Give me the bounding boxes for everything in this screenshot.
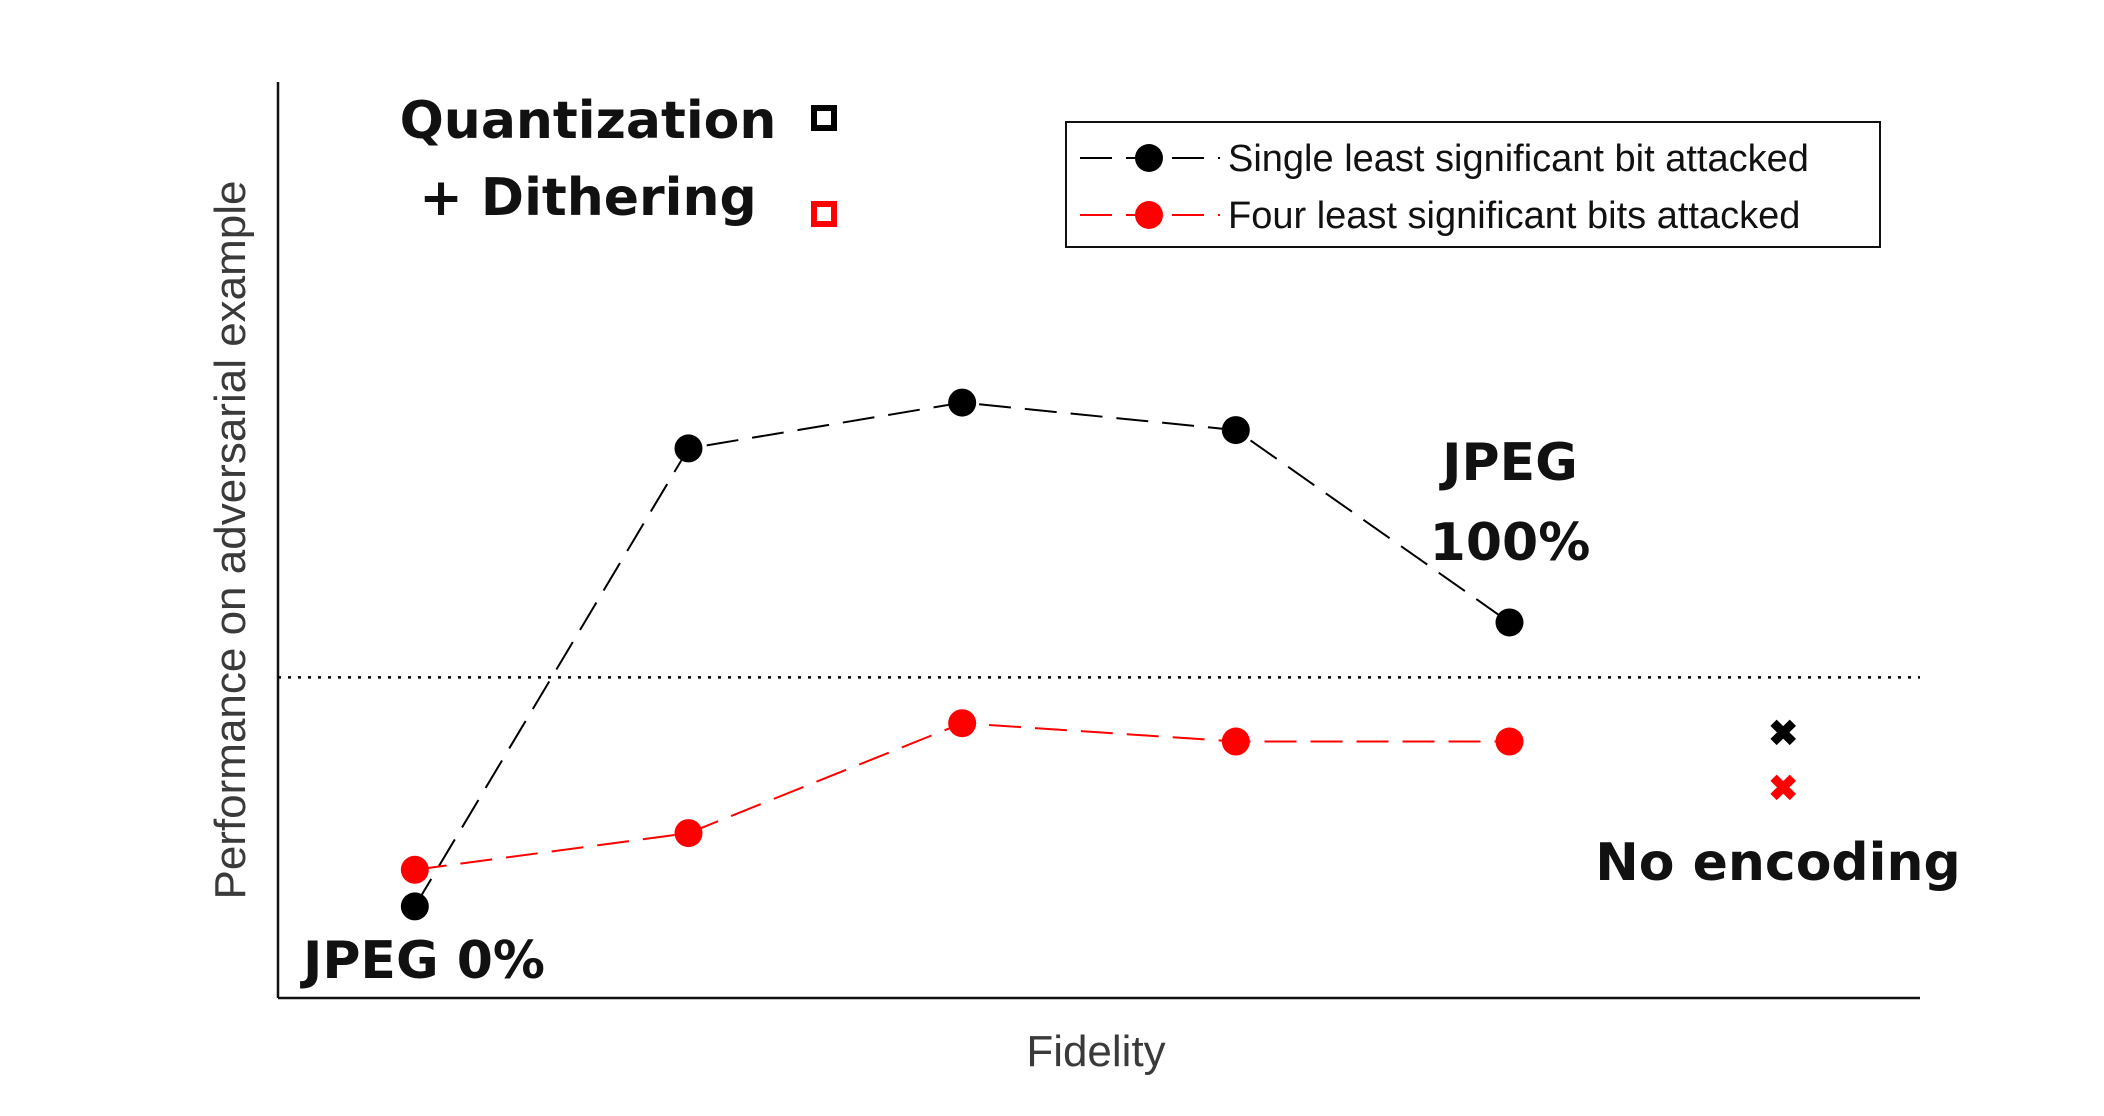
series-1 [400,709,1524,884]
series-1-point-0 [400,855,429,884]
series-0-point-1 [674,434,703,463]
x-axis-label: Fidelity [1026,1027,1165,1076]
series-1-point-4 [1495,727,1524,756]
dithering-marker [811,201,837,227]
series-1-line [414,722,1510,871]
series-1-point-3 [1221,727,1250,756]
legend-box [1065,121,1881,248]
legend-marker-0 [1135,144,1163,172]
annotation-jpeg-0: JPEG 0% [300,931,545,991]
series-1-point-1 [674,819,703,848]
no-encoding-marker-0: ✖ [1768,712,1798,753]
no-encoding-markers: ✖✖ [1768,712,1798,808]
legend-label-1: Four least significant bits attacked [1228,195,1800,237]
axes [276,82,1920,1000]
annotation-quantization: Quantization [400,91,777,151]
series-0-point-3 [1221,416,1250,445]
series-0-line [413,401,1511,907]
series-0-point-0 [400,892,429,921]
series-0-point-4 [1495,608,1524,637]
y-axis-label: Performance on adversarial example [206,180,255,899]
series-0-point-2 [948,388,977,417]
annotation-jpeg-100-line2: 100% [1430,513,1591,573]
series-1-point-2 [948,709,977,738]
annotation-no-encoding: No encoding [1595,833,1960,893]
series-layer [400,388,1524,921]
quantization-marker [811,105,837,131]
legend-label-0: Single least significant bit attacked [1228,138,1809,180]
annotation-dithering: + Dithering [419,168,757,228]
legend: Single least significant bit attacked Fo… [1065,121,1881,248]
series-0 [400,388,1524,921]
no-encoding-marker-1: ✖ [1768,767,1798,808]
legend-marker-1 [1135,201,1163,229]
annotation-jpeg-100-line1: JPEG [1439,433,1578,493]
